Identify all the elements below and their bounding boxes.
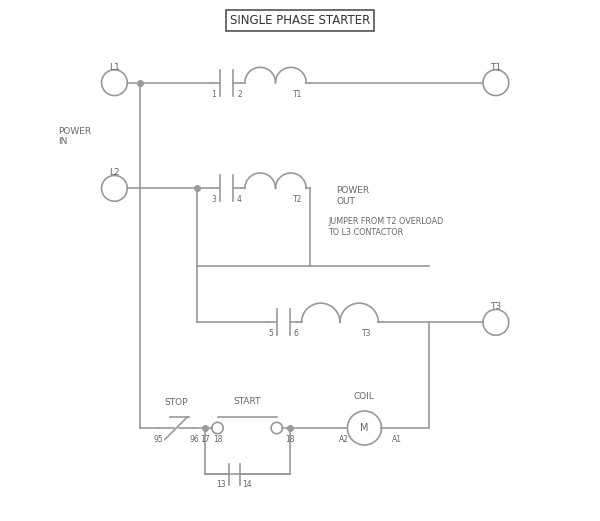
Text: L1: L1 (109, 63, 120, 72)
Text: 13: 13 (217, 480, 226, 489)
Text: START: START (233, 398, 261, 406)
Text: T1: T1 (490, 63, 502, 72)
Text: 4: 4 (237, 195, 242, 204)
Text: L2: L2 (109, 168, 120, 177)
Text: 3: 3 (211, 195, 216, 204)
Text: POWER
IN: POWER IN (58, 127, 91, 146)
Text: POWER
OUT: POWER OUT (336, 187, 369, 206)
Text: 2: 2 (237, 90, 242, 98)
Text: STOP: STOP (164, 399, 188, 407)
Text: 5: 5 (268, 329, 273, 338)
Text: 18: 18 (213, 435, 222, 444)
Text: M: M (360, 423, 368, 433)
Text: 18: 18 (285, 435, 295, 444)
Text: T3: T3 (362, 329, 372, 338)
Text: COIL: COIL (354, 392, 375, 401)
Text: T1: T1 (293, 90, 302, 98)
Text: 1: 1 (211, 90, 216, 98)
Text: A1: A1 (392, 435, 402, 444)
Text: 96: 96 (190, 435, 199, 444)
Text: A2: A2 (339, 435, 349, 444)
Text: 14: 14 (242, 480, 252, 489)
Text: T2: T2 (293, 195, 302, 204)
Text: JUMPER FROM T2 OVERLOAD
TO L3 CONTACTOR: JUMPER FROM T2 OVERLOAD TO L3 CONTACTOR (328, 217, 443, 237)
Text: 17: 17 (200, 435, 209, 444)
Text: SINGLE PHASE STARTER: SINGLE PHASE STARTER (230, 14, 370, 27)
Text: T3: T3 (490, 302, 502, 312)
Text: 95: 95 (154, 435, 163, 444)
Text: 6: 6 (293, 329, 299, 338)
